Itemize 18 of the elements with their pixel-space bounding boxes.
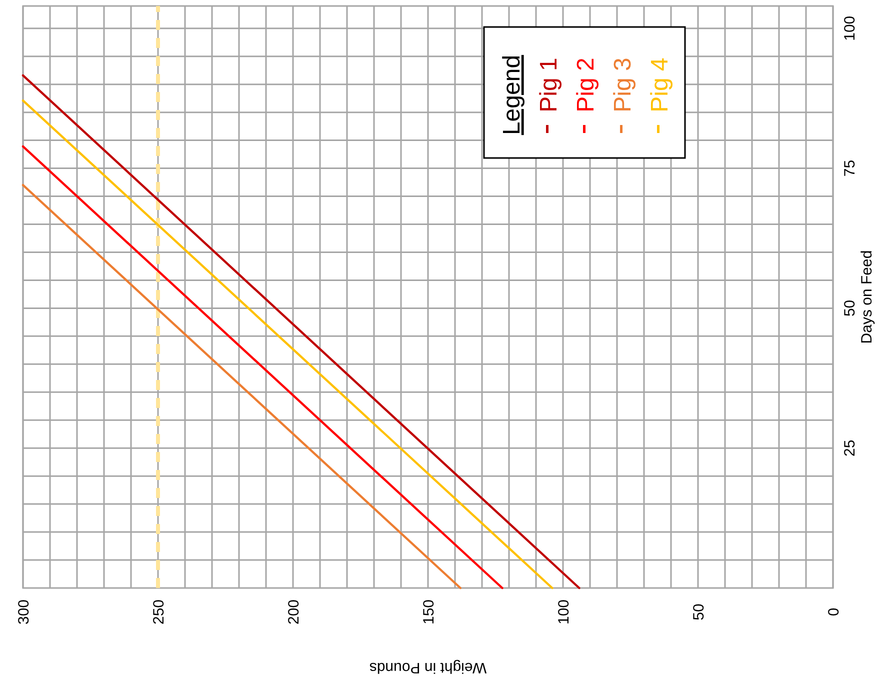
y-tick-label: 25 xyxy=(841,440,858,456)
text: Pig 4 xyxy=(646,58,674,112)
y-tick-label: 100 xyxy=(841,16,858,41)
y-tick-label: 75 xyxy=(841,160,858,177)
x-tick-label: 100 xyxy=(555,599,572,625)
text: Pig 2 xyxy=(572,58,600,112)
y-axis-title: Days on Feed xyxy=(858,250,876,344)
x-tick-label: 300 xyxy=(15,599,32,625)
x-tick-label: 250 xyxy=(150,599,168,625)
text: Pig 1 xyxy=(535,58,562,112)
x-tick-label: 50 xyxy=(690,604,708,620)
x-tick-label: 150 xyxy=(420,599,438,625)
x-tick-label: 200 xyxy=(285,599,302,625)
x-tick-label: 0 xyxy=(825,608,842,616)
legend-title: Legend xyxy=(498,54,526,136)
y-tick-label: 50 xyxy=(841,300,858,317)
text: Pig 3 xyxy=(609,58,636,112)
x-axis-title: Weight in Pounds xyxy=(369,658,487,676)
